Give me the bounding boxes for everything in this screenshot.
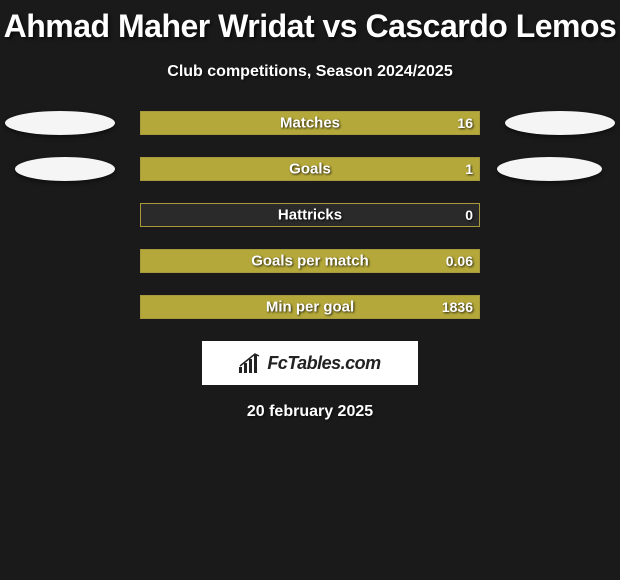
stat-row: Hattricks 0 <box>0 203 620 227</box>
comparison-chart: Matches 16 Goals 1 Hattricks 0 Goals per match… <box>0 111 620 319</box>
stat-value-right: 0.06 <box>446 253 473 269</box>
stat-bar: Hattricks 0 <box>140 203 480 227</box>
stat-bar: Matches 16 <box>140 111 480 135</box>
player-right-marker <box>505 111 615 135</box>
player-right-marker <box>497 157 602 181</box>
stat-label: Matches <box>280 115 340 132</box>
date-label: 20 february 2025 <box>0 403 620 421</box>
stat-value-right: 0 <box>465 207 473 223</box>
stat-label: Goals per match <box>251 253 369 270</box>
stat-label: Hattricks <box>278 207 342 224</box>
stat-bar: Goals 1 <box>140 157 480 181</box>
player-left-marker <box>5 111 115 135</box>
player-left-marker <box>15 157 115 181</box>
page-title: Ahmad Maher Wridat vs Cascardo Lemos <box>0 0 620 45</box>
stat-value-right: 16 <box>457 115 473 131</box>
stat-row: Min per goal 1836 <box>0 295 620 319</box>
subtitle: Club competitions, Season 2024/2025 <box>0 63 620 81</box>
stat-value-right: 1836 <box>442 299 473 315</box>
stat-row: Goals per match 0.06 <box>0 249 620 273</box>
stat-bar: Min per goal 1836 <box>140 295 480 319</box>
stat-bar: Goals per match 0.06 <box>140 249 480 273</box>
logo-box: FcTables.com <box>202 341 418 385</box>
logo-chart-icon <box>239 353 263 373</box>
stat-row: Goals 1 <box>0 157 620 181</box>
stat-label: Goals <box>289 161 331 178</box>
stat-value-right: 1 <box>465 161 473 177</box>
stat-row: Matches 16 <box>0 111 620 135</box>
logo-text: FcTables.com <box>267 353 380 374</box>
stat-label: Min per goal <box>266 299 354 316</box>
